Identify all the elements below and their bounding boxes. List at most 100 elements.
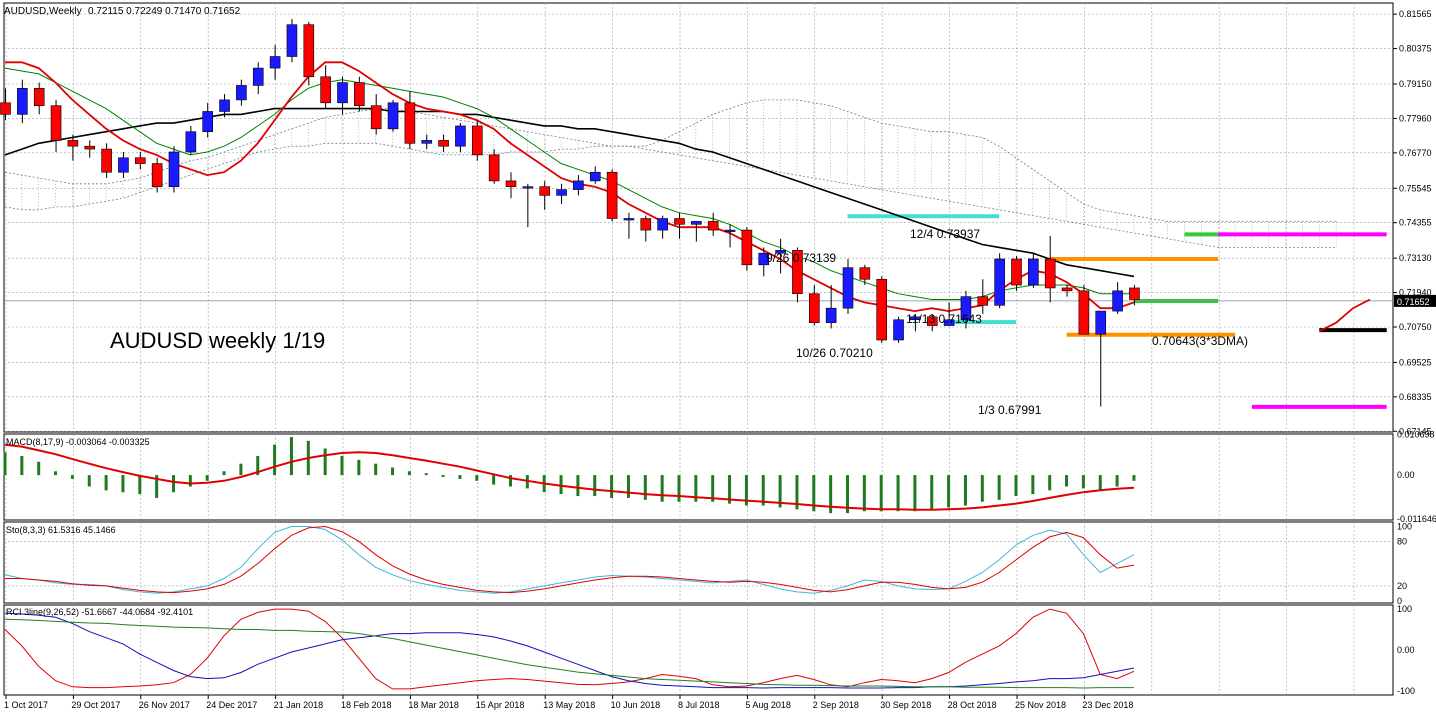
candle-body	[792, 250, 803, 295]
rci-mid-line	[4, 612, 1135, 689]
candle-body	[859, 267, 871, 280]
candle-body	[471, 125, 483, 156]
y-tick-label: 0.71940	[1399, 288, 1432, 298]
panel-frame-sto	[3, 521, 1394, 604]
rci-short-line	[4, 608, 1135, 690]
candle-body	[623, 218, 635, 221]
candle-body	[0, 102, 11, 115]
panel-frames	[3, 2, 1394, 696]
candle-body	[168, 151, 180, 187]
candle-body	[775, 250, 786, 254]
candle-body	[640, 218, 652, 231]
candle-body	[741, 229, 753, 266]
y-tick-label: 0.73130	[1399, 253, 1432, 263]
candle-body	[657, 218, 668, 231]
ma-projection-line	[1318, 298, 1371, 333]
panel-frame-main	[3, 2, 1394, 433]
chart-header-ohlc: 0.72115 0.72249 0.71470 0.71652	[88, 6, 241, 17]
x-tick-label: 15 Apr 2018	[476, 700, 525, 710]
candle-body	[84, 145, 96, 150]
candle-body	[101, 148, 112, 173]
candle-body	[219, 99, 230, 112]
candle-body	[724, 229, 736, 232]
candle-body	[674, 218, 685, 225]
candle-body	[303, 24, 315, 78]
candle-body	[354, 82, 365, 106]
y-tick-label: 0.79150	[1399, 79, 1432, 89]
candle-body	[758, 252, 770, 266]
candle-body	[1028, 258, 1039, 286]
candle-body	[135, 157, 146, 164]
ma-mid-line	[4, 67, 1134, 300]
x-tick-label: 10 Jun 2018	[611, 700, 661, 710]
horizontal-levels	[4, 214, 1393, 409]
candle-body	[17, 88, 28, 115]
y-tick-label: 0.80375	[1399, 44, 1432, 54]
candle-body	[977, 296, 989, 306]
y-tick-label: 0.68335	[1399, 392, 1432, 402]
stochastic-panel: Sto(8,3,3) 61.5316 45.1466	[4, 525, 1393, 594]
rci-long-line	[4, 618, 1134, 689]
candle-body	[960, 296, 972, 321]
grid	[4, 3, 1393, 695]
candle-body	[286, 24, 298, 57]
candle-body	[842, 267, 854, 309]
x-tick-label: 25 Nov 2018	[1015, 700, 1066, 710]
ma-slow-line	[4, 107, 1135, 278]
annotation-1-3: 1/3 0.67991	[978, 403, 1042, 417]
candle-body	[370, 105, 382, 130]
panel-frame-rci	[3, 604, 1394, 696]
y-tick-label: 0.77960	[1399, 113, 1432, 123]
candle-body	[691, 221, 702, 225]
y-tick-label: 0.74355	[1399, 218, 1432, 228]
axes: 0.81565 0.80375 0.79150 0.77960 0.76770 0.755…	[4, 9, 1436, 710]
y-tick-label: 0.76770	[1399, 148, 1432, 158]
candle-body	[606, 171, 618, 219]
sto-k-line	[4, 526, 1135, 594]
candle-body	[1078, 290, 1090, 335]
candle-body	[1044, 258, 1056, 289]
x-tick-label: 8 Jul 2018	[678, 700, 720, 710]
candle-body	[943, 319, 955, 326]
y-tick-label: 0.69525	[1399, 357, 1432, 367]
price-tag-label: 0.71652	[1397, 297, 1430, 307]
moving-averages	[4, 61, 1371, 333]
candle-body	[33, 88, 45, 106]
panel-frame-macd	[3, 433, 1394, 521]
cloud-lower-line	[4, 142, 1337, 248]
candle-body	[910, 316, 921, 321]
x-tick-label: 28 Oct 2018	[948, 700, 997, 710]
macd-title: MACD(8,17,9) -0.003064 -0.003325	[6, 437, 150, 447]
x-tick-label: 18 Mar 2018	[408, 700, 459, 710]
candle-body	[994, 258, 1005, 306]
rci-panel: RCI 3line(9,26,52) -51.6667 -44.0684 -92…	[4, 607, 1135, 690]
y-tick-label: 0.67145	[1399, 426, 1432, 436]
sto-y-label: 80	[1397, 536, 1407, 546]
rci-title: RCI 3line(9,26,52) -51.6667 -44.0684 -92…	[6, 607, 193, 617]
x-tick-label: 21 Jan 2018	[274, 700, 324, 710]
candle-body	[455, 125, 466, 147]
x-tick-label: 26 Nov 2017	[139, 700, 190, 710]
y-tick-label: 0.75545	[1399, 183, 1432, 193]
candle-body	[539, 186, 551, 196]
candle-body	[67, 140, 79, 147]
candle-body	[1129, 287, 1140, 300]
candle-body	[202, 111, 213, 133]
candle-body	[118, 157, 129, 173]
annotation-11-13: 11/13 0.71643	[906, 312, 982, 326]
macd-y-label: 0.00	[1397, 470, 1415, 480]
x-tick-label: 23 Dec 2018	[1082, 700, 1133, 710]
x-tick-label: 30 Sep 2018	[880, 700, 931, 710]
candle-body	[387, 102, 399, 130]
annotation-10-26: 10/26 0.70210	[796, 346, 873, 360]
candle-body	[505, 180, 517, 187]
candlesticks	[0, 18, 1140, 407]
x-tick-label: 29 Oct 2017	[71, 700, 120, 710]
sto-y-label: 100	[1397, 521, 1412, 531]
rci-y-label: 0.00	[1397, 645, 1415, 655]
candle-body	[185, 131, 197, 153]
annotation-12-4: 12/4 0.73937	[910, 227, 980, 241]
candle-body	[404, 102, 416, 144]
candle-body	[1011, 258, 1022, 286]
